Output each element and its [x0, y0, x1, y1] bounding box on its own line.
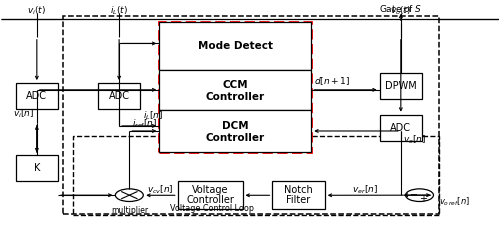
Text: $i_L[n]$: $i_L[n]$	[143, 109, 163, 122]
Text: Filter: Filter	[286, 195, 310, 205]
Text: Controller: Controller	[206, 91, 265, 101]
Text: $v_i[n]$: $v_i[n]$	[13, 107, 34, 120]
Text: Mode Detect: Mode Detect	[198, 41, 273, 51]
Bar	[178, 181, 242, 209]
Bar	[380, 73, 422, 99]
Text: ADC: ADC	[108, 91, 130, 101]
Text: ADC: ADC	[26, 91, 48, 101]
Text: $i_L(t)$: $i_L(t)$	[110, 5, 128, 17]
Text: Notch: Notch	[284, 185, 313, 195]
Text: $i_{ref}[n]$: $i_{ref}[n]$	[132, 118, 157, 131]
Text: multiplier: multiplier	[111, 206, 148, 215]
Text: $d[n+1]$: $d[n+1]$	[314, 75, 350, 87]
Text: $v_o(t)$: $v_o(t)$	[390, 5, 411, 17]
Text: Voltage: Voltage	[192, 185, 228, 195]
Text: K: K	[34, 163, 40, 173]
Text: Voltage Control Loop: Voltage Control Loop	[170, 204, 254, 213]
Text: ADC: ADC	[390, 123, 411, 133]
Text: DPWM: DPWM	[385, 81, 416, 91]
Bar	[16, 83, 58, 109]
Text: Controller: Controller	[206, 133, 265, 143]
Bar	[73, 136, 440, 215]
Bar	[16, 155, 58, 181]
Text: Gate of $S$: Gate of $S$	[379, 3, 422, 14]
Text: Controller: Controller	[186, 195, 234, 205]
Text: $v_o[n]$: $v_o[n]$	[404, 134, 426, 146]
Bar	[160, 22, 312, 152]
Text: $-$: $-$	[408, 188, 418, 198]
Text: $+$: $+$	[419, 192, 428, 204]
Text: $v_{er}[n]$: $v_{er}[n]$	[352, 183, 378, 196]
Bar	[272, 181, 325, 209]
Text: $v_{cv}[n]$: $v_{cv}[n]$	[147, 183, 174, 196]
Bar	[63, 17, 440, 214]
Text: DCM: DCM	[222, 121, 248, 131]
Bar	[160, 22, 312, 69]
Bar	[98, 83, 140, 109]
Text: CCM: CCM	[222, 80, 248, 90]
Bar	[380, 115, 422, 141]
Bar	[160, 110, 312, 152]
Text: $v_i(t)$: $v_i(t)$	[28, 5, 46, 17]
Text: $v_{o\,ref}[n]$: $v_{o\,ref}[n]$	[440, 196, 470, 208]
Bar	[160, 69, 312, 110]
